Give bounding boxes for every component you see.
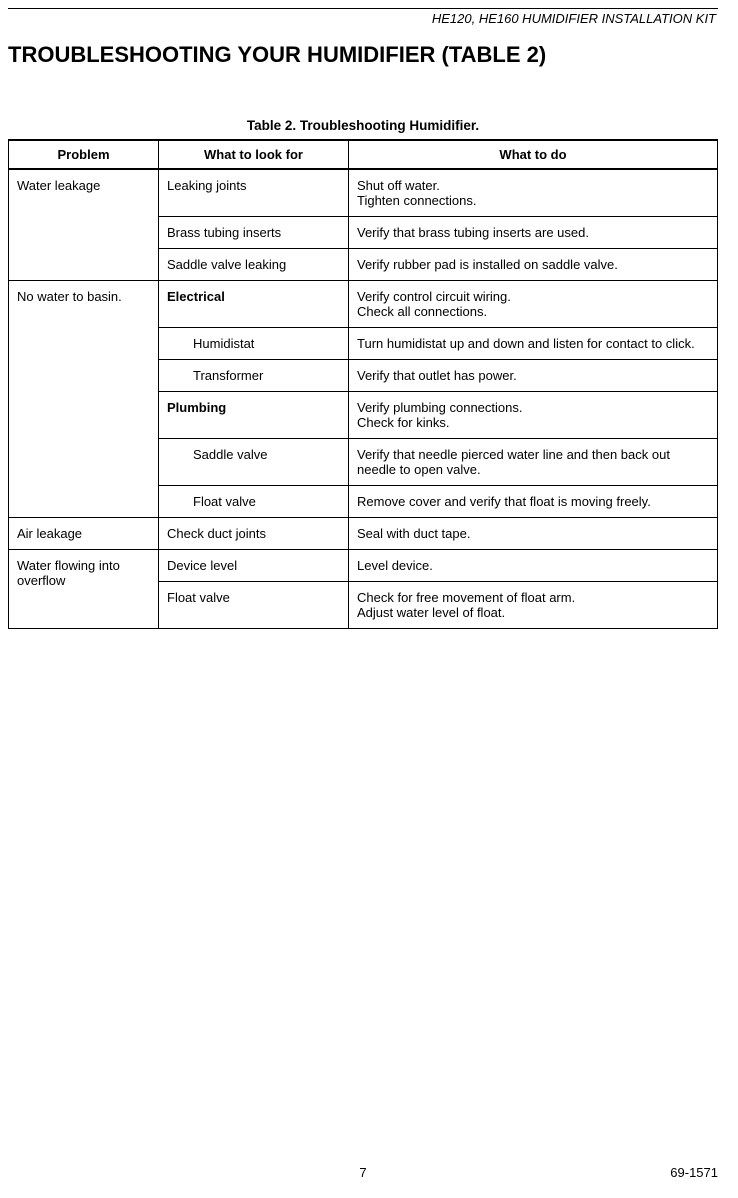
cell-do: Verify plumbing connections.Check for ki… — [349, 392, 718, 439]
cell-look: Float valve — [159, 582, 349, 629]
table-row: No water to basin.ElectricalVerify contr… — [9, 281, 718, 328]
header-rule — [8, 8, 718, 9]
cell-do: Verify that brass tubing inserts are use… — [349, 217, 718, 249]
cell-problem: Water flowing into overflow — [9, 550, 159, 629]
doc-title: HE120, HE160 HUMIDIFIER INSTALLATION KIT — [8, 11, 718, 26]
cell-problem: Air leakage — [9, 518, 159, 550]
cell-look: Device level — [159, 550, 349, 582]
section-title: TROUBLESHOOTING YOUR HUMIDIFIER (TABLE 2… — [8, 42, 718, 68]
cell-do: Remove cover and verify that float is mo… — [349, 486, 718, 518]
cell-do: Level device. — [349, 550, 718, 582]
table-row: Air leakageCheck duct jointsSeal with du… — [9, 518, 718, 550]
cell-problem: No water to basin. — [9, 281, 159, 518]
cell-look: Check duct joints — [159, 518, 349, 550]
troubleshooting-table: Problem What to look for What to do Wate… — [8, 139, 718, 629]
cell-look: Leaking joints — [159, 169, 349, 217]
cell-look: Plumbing — [159, 392, 349, 439]
cell-do: Verify that needle pierced water line an… — [349, 439, 718, 486]
col-header-look: What to look for — [159, 140, 349, 169]
cell-look: Transformer — [159, 360, 349, 392]
table-header-row: Problem What to look for What to do — [9, 140, 718, 169]
cell-look: Saddle valve — [159, 439, 349, 486]
cell-look: Electrical — [159, 281, 349, 328]
col-header-do: What to do — [349, 140, 718, 169]
page-number: 7 — [359, 1165, 366, 1180]
cell-do: Check for free movement of float arm.Adj… — [349, 582, 718, 629]
table-row: Water leakageLeaking jointsShut off wate… — [9, 169, 718, 217]
cell-do: Verify that outlet has power. — [349, 360, 718, 392]
cell-look: Float valve — [159, 486, 349, 518]
cell-problem: Water leakage — [9, 169, 159, 281]
cell-look: Brass tubing inserts — [159, 217, 349, 249]
cell-do: Verify control circuit wiring.Check all … — [349, 281, 718, 328]
table-caption: Table 2. Troubleshooting Humidifier. — [8, 118, 718, 133]
cell-look: Saddle valve leaking — [159, 249, 349, 281]
doc-number: 69-1571 — [670, 1165, 718, 1180]
cell-do: Turn humidistat up and down and listen f… — [349, 328, 718, 360]
cell-do: Seal with duct tape. — [349, 518, 718, 550]
cell-look: Humidistat — [159, 328, 349, 360]
footer: 7 69-1571 — [8, 1165, 718, 1180]
table-row: Water flowing into overflowDevice levelL… — [9, 550, 718, 582]
cell-do: Verify rubber pad is installed on saddle… — [349, 249, 718, 281]
cell-do: Shut off water.Tighten connections. — [349, 169, 718, 217]
col-header-problem: Problem — [9, 140, 159, 169]
